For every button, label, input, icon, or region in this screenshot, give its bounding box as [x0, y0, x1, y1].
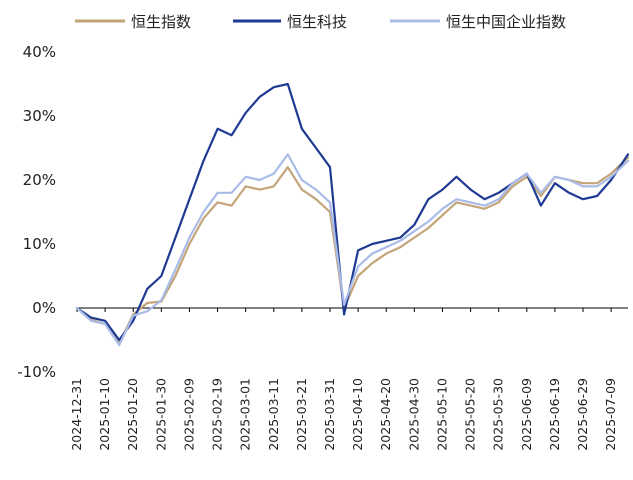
x-tick-label: 2025-06-19 [547, 378, 562, 451]
x-tick-label: 2025-03-31 [322, 378, 337, 451]
x-tick-label: 2025-04-10 [350, 378, 365, 451]
x-tick-label: 2025-01-10 [97, 378, 112, 451]
x-tick-label: 2025-01-30 [153, 378, 168, 451]
x-tick-label: 2025-04-30 [406, 378, 421, 451]
y-axis-ticks: -10% 0% 10% 20% 30% 40% [17, 43, 56, 381]
y-tick-label: 30% [23, 107, 56, 125]
x-tick-label: 2025-03-21 [294, 378, 309, 451]
series-lines [75, 82, 630, 347]
x-tick-label: 2025-01-20 [125, 378, 140, 451]
y-tick-label: -10% [17, 363, 56, 381]
x-axis: 2024-12-31 2025-01-10 2025-01-20 2025-01-30… [69, 307, 628, 451]
x-tick-label: 2025-03-01 [238, 378, 253, 451]
x-tick-label: 2025-02-09 [181, 378, 196, 451]
x-tick-label: 2025-04-20 [378, 378, 393, 451]
x-tick-label: 2025-05-10 [434, 378, 449, 451]
y-tick-label: 20% [23, 171, 56, 189]
y-tick-label: 0% [32, 299, 56, 317]
series-line-2 [75, 153, 630, 347]
x-tick-label: 2025-03-11 [266, 378, 281, 451]
legend-label: 恒生指数 [131, 13, 191, 31]
x-tick-label: 2025-05-20 [463, 378, 478, 451]
y-tick-label: 10% [23, 235, 56, 253]
x-tick-label: 2025-06-09 [519, 378, 534, 451]
x-tick-label: 2025-02-19 [210, 378, 225, 451]
legend-label: 恒生中国企业指数 [446, 13, 566, 31]
x-tick-label: 2025-06-29 [575, 378, 590, 451]
legend: 恒生指数 恒生科技 恒生中国企业指数 [75, 13, 566, 31]
x-tick-label: 2025-05-30 [491, 378, 506, 451]
legend-label: 恒生科技 [287, 13, 347, 31]
y-tick-label: 40% [23, 43, 56, 61]
x-tick-label: 2024-12-31 [69, 378, 84, 451]
x-tick-label: 2025-07-09 [603, 378, 618, 451]
series-line-0 [75, 156, 630, 345]
